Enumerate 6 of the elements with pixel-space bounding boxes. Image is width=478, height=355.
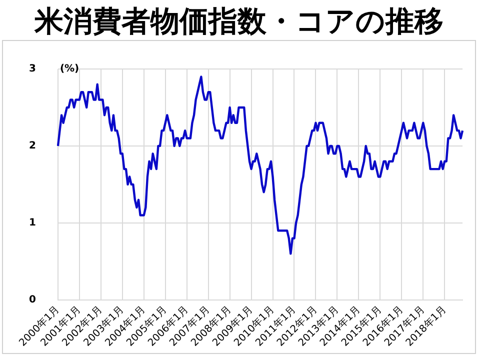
y-axis-title: (%) [60,64,80,75]
y-tick-label: 1 [28,218,36,229]
chart-title: 米消費者物価指数・コアの推移 [33,3,444,40]
y-tick-label: 0 [28,294,36,306]
y-tick-label: 3 [28,64,36,75]
y-tick-label: 2 [28,140,36,152]
